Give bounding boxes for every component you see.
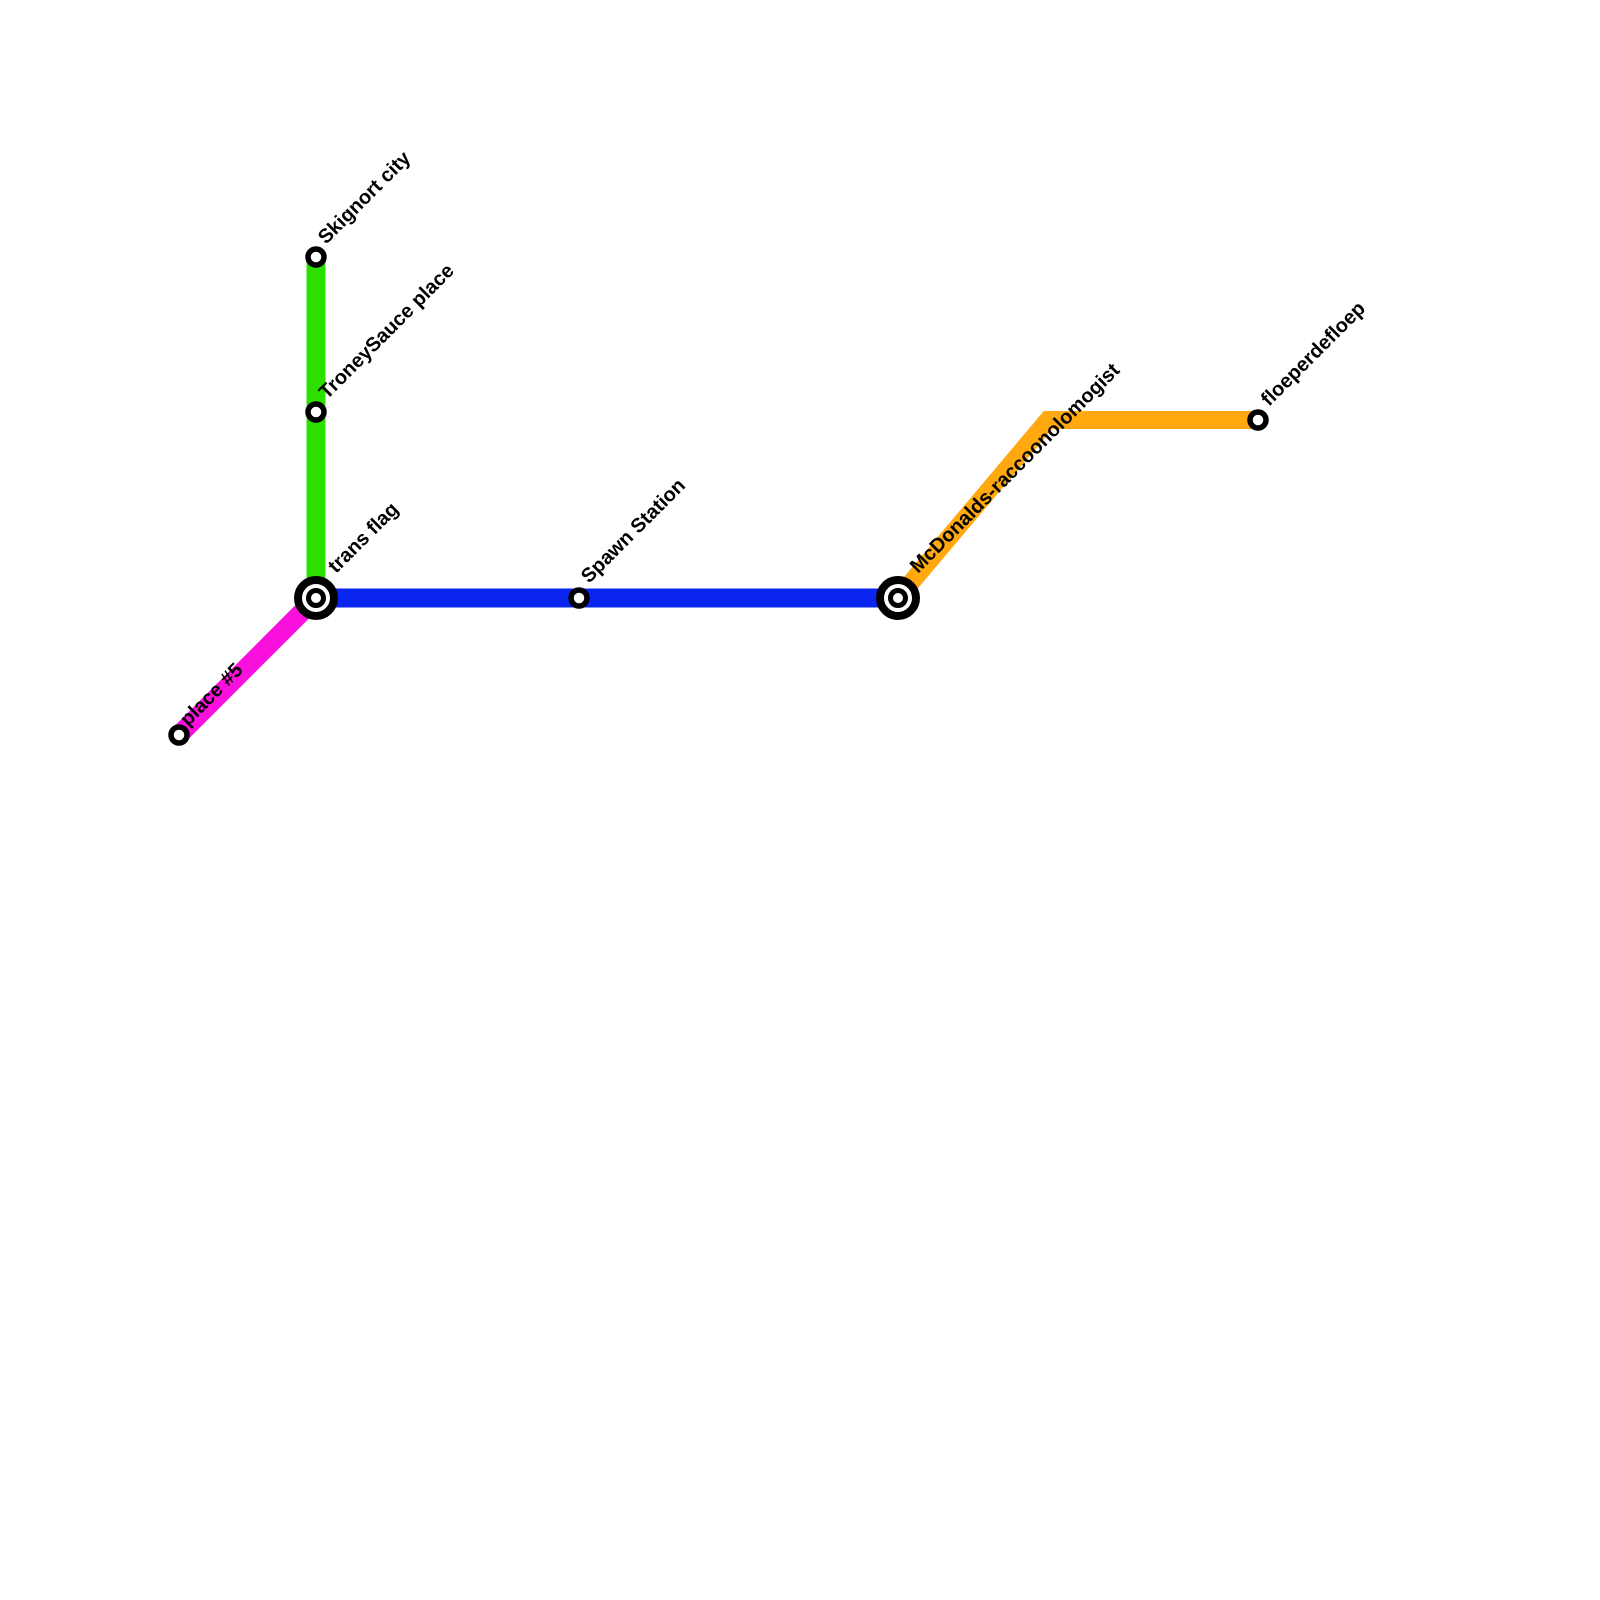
station-marker-spawn-station (568, 587, 590, 609)
magenta-line (172, 591, 323, 742)
interchange-marker-inner-trans-flag (306, 588, 326, 608)
station-marker-skignort-city (305, 246, 327, 268)
orange-line (891, 411, 1258, 604)
interchange-marker-inner-mcdonalds-raccoonolomogist (888, 588, 908, 608)
station-marker-troneysauce-place (305, 401, 327, 423)
station-marker-place-5 (168, 724, 190, 746)
station-marker-floeperdefloep (1247, 409, 1269, 431)
